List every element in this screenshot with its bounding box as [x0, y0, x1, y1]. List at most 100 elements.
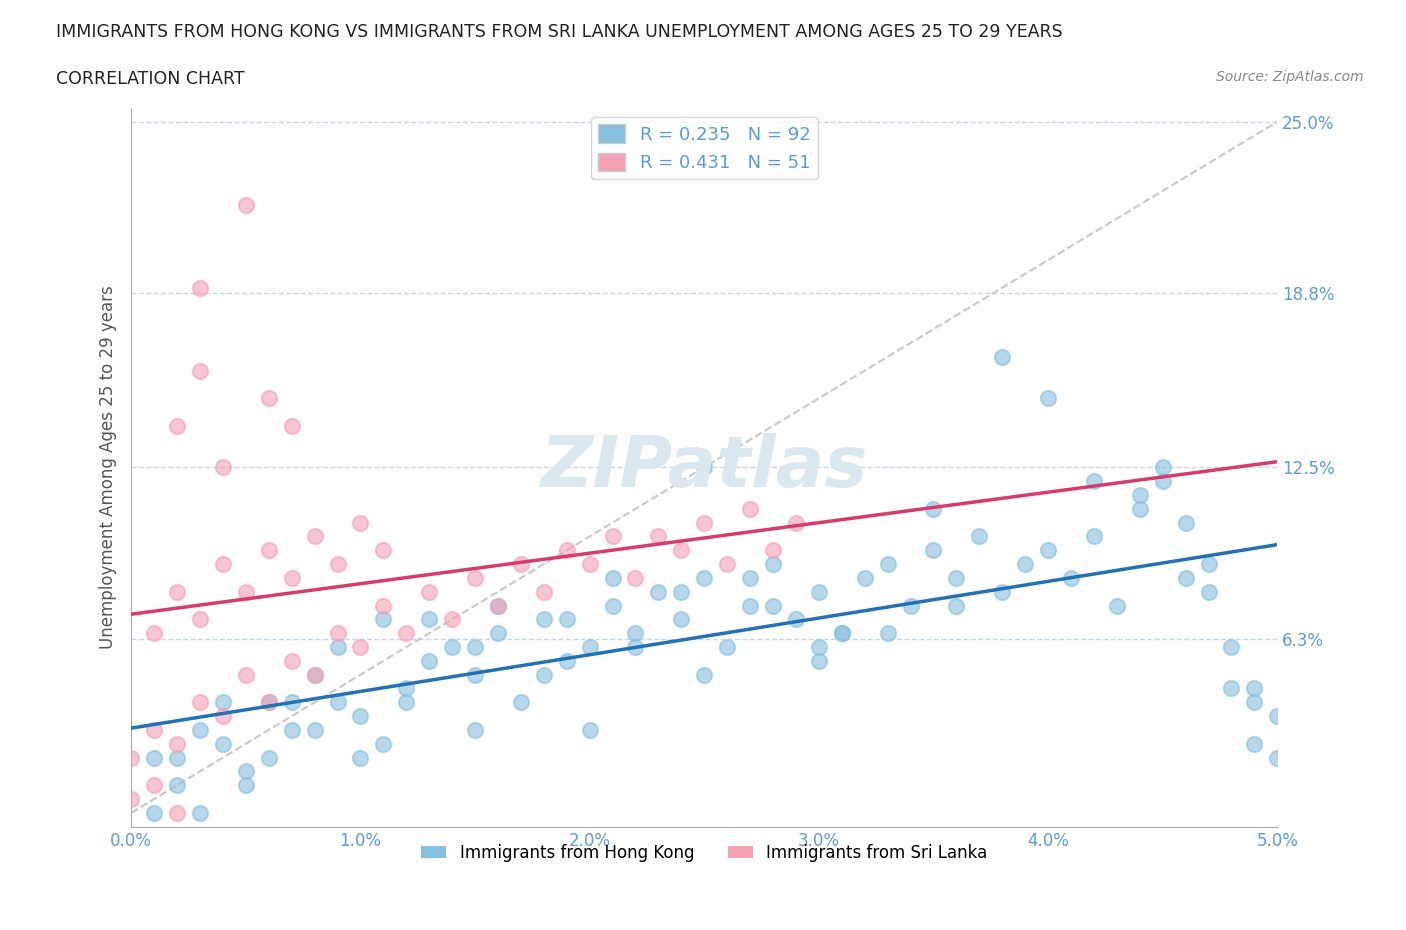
Point — [418, 654, 440, 669]
Point — [373, 612, 395, 627]
Point — [280, 695, 302, 710]
Point — [671, 584, 693, 599]
Point — [373, 598, 395, 613]
Point — [624, 570, 647, 585]
Point — [143, 751, 166, 765]
Point — [785, 612, 807, 627]
Point — [1243, 737, 1265, 751]
Point — [143, 723, 166, 737]
Point — [235, 197, 257, 212]
Point — [1129, 501, 1152, 516]
Point — [418, 612, 440, 627]
Legend: Immigrants from Hong Kong, Immigrants from Sri Lanka: Immigrants from Hong Kong, Immigrants fr… — [415, 837, 994, 869]
Point — [1243, 695, 1265, 710]
Point — [349, 515, 371, 530]
Point — [876, 626, 898, 641]
Point — [1220, 640, 1243, 655]
Point — [1243, 681, 1265, 696]
Point — [188, 695, 211, 710]
Point — [1174, 570, 1197, 585]
Point — [693, 515, 716, 530]
Point — [555, 612, 578, 627]
Point — [1060, 570, 1083, 585]
Point — [304, 529, 326, 544]
Text: CORRELATION CHART: CORRELATION CHART — [56, 70, 245, 87]
Y-axis label: Unemployment Among Ages 25 to 29 years: Unemployment Among Ages 25 to 29 years — [100, 286, 117, 649]
Point — [280, 570, 302, 585]
Point — [762, 598, 785, 613]
Point — [166, 418, 188, 433]
Point — [349, 640, 371, 655]
Point — [235, 667, 257, 682]
Point — [304, 723, 326, 737]
Point — [188, 612, 211, 627]
Point — [509, 695, 531, 710]
Point — [212, 709, 235, 724]
Point — [740, 598, 762, 613]
Point — [945, 598, 967, 613]
Point — [1265, 751, 1288, 765]
Point — [533, 612, 555, 627]
Point — [578, 640, 600, 655]
Point — [464, 640, 486, 655]
Point — [969, 529, 991, 544]
Point — [1083, 529, 1105, 544]
Point — [693, 667, 716, 682]
Point — [464, 723, 486, 737]
Point — [602, 598, 624, 613]
Point — [212, 460, 235, 475]
Point — [257, 751, 280, 765]
Point — [555, 543, 578, 558]
Point — [257, 391, 280, 405]
Point — [853, 570, 876, 585]
Point — [624, 640, 647, 655]
Point — [280, 418, 302, 433]
Point — [831, 626, 853, 641]
Point — [326, 626, 349, 641]
Text: ZIPatlas: ZIPatlas — [540, 432, 868, 502]
Point — [464, 570, 486, 585]
Text: Source: ZipAtlas.com: Source: ZipAtlas.com — [1216, 70, 1364, 84]
Point — [693, 460, 716, 475]
Point — [533, 584, 555, 599]
Point — [212, 695, 235, 710]
Point — [740, 570, 762, 585]
Point — [991, 584, 1014, 599]
Point — [235, 764, 257, 778]
Point — [831, 626, 853, 641]
Point — [922, 543, 945, 558]
Point — [578, 557, 600, 572]
Point — [671, 543, 693, 558]
Point — [807, 640, 830, 655]
Point — [188, 280, 211, 295]
Point — [304, 667, 326, 682]
Point — [693, 570, 716, 585]
Point — [486, 598, 509, 613]
Point — [395, 681, 418, 696]
Point — [441, 612, 464, 627]
Point — [120, 751, 142, 765]
Point — [349, 709, 371, 724]
Point — [785, 515, 807, 530]
Point — [991, 350, 1014, 365]
Point — [602, 529, 624, 544]
Point — [509, 557, 531, 572]
Point — [235, 584, 257, 599]
Point — [1036, 391, 1059, 405]
Text: IMMIGRANTS FROM HONG KONG VS IMMIGRANTS FROM SRI LANKA UNEMPLOYMENT AMONG AGES 2: IMMIGRANTS FROM HONG KONG VS IMMIGRANTS … — [56, 23, 1063, 41]
Point — [1152, 473, 1174, 488]
Point — [441, 640, 464, 655]
Point — [373, 737, 395, 751]
Point — [1198, 557, 1220, 572]
Point — [1129, 487, 1152, 502]
Point — [166, 751, 188, 765]
Point — [1265, 709, 1288, 724]
Point — [349, 751, 371, 765]
Point — [418, 584, 440, 599]
Point — [807, 584, 830, 599]
Point — [188, 805, 211, 820]
Point — [143, 805, 166, 820]
Point — [395, 695, 418, 710]
Point — [1083, 473, 1105, 488]
Point — [326, 557, 349, 572]
